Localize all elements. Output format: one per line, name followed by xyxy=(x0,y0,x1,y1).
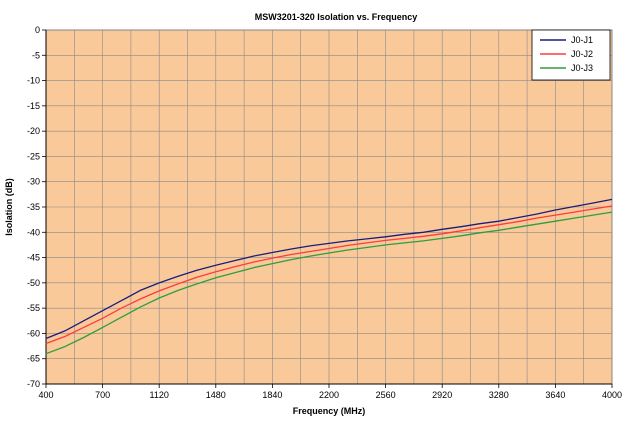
y-tick-label: -35 xyxy=(27,202,40,212)
y-axis-ticks: 0 -5 -10 -15 -20 -25 -30 -35 -40 -45 -50 -55 -60 -65 -… xyxy=(27,25,46,389)
legend-box xyxy=(531,29,611,81)
y-tick-label: -10 xyxy=(27,76,40,86)
y-tick-label: -60 xyxy=(27,328,40,338)
series-lines xyxy=(45,198,613,355)
legend-label: J0-J1 xyxy=(571,35,593,45)
series-line-j0-j2 xyxy=(45,205,613,345)
y-axis-label: Isolation (dB) xyxy=(4,178,14,236)
x-tick-label: 3280 xyxy=(489,390,509,400)
legend: J0-J1 J0-J2 J0-J3 xyxy=(531,29,611,81)
chart-title: MSW3201-320 Isolation vs. Frequency xyxy=(255,12,418,22)
x-tick-label: 1480 xyxy=(206,390,226,400)
legend-items: J0-J1 J0-J2 J0-J3 xyxy=(540,35,593,73)
series-line-j0-j3 xyxy=(45,211,613,355)
x-tick-label: 2200 xyxy=(319,390,339,400)
x-tick-label: 2560 xyxy=(376,390,396,400)
x-tick-label: 2920 xyxy=(432,390,452,400)
y-tick-label: -50 xyxy=(27,278,40,288)
x-axis-ticks: 400 700 1120 1480 1840 2200 2560 2920 3280 3640 40… xyxy=(38,384,622,400)
y-tick-label: -40 xyxy=(27,227,40,237)
x-tick-label: 1840 xyxy=(262,390,282,400)
y-tick-label: 0 xyxy=(35,25,40,35)
y-tick-label: -65 xyxy=(27,354,40,364)
y-tick-label: -45 xyxy=(27,253,40,263)
y-tick-label: -20 xyxy=(27,126,40,136)
y-tick-label: -15 xyxy=(27,101,40,111)
x-tick-label: 3640 xyxy=(545,390,565,400)
y-tick-label: -70 xyxy=(27,379,40,389)
series-line-j0-j1 xyxy=(45,198,613,340)
x-axis-label: Frequency (MHz) xyxy=(293,406,366,416)
y-tick-label: -25 xyxy=(27,151,40,161)
x-tick-label: 4000 xyxy=(602,390,622,400)
x-tick-label: 400 xyxy=(38,390,53,400)
x-tick-label: 1120 xyxy=(150,390,169,400)
y-tick-label: -5 xyxy=(32,50,40,60)
legend-label: J0-J2 xyxy=(571,49,593,59)
grid-lines xyxy=(45,29,613,385)
y-tick-label: -30 xyxy=(27,177,40,187)
y-tick-label: -55 xyxy=(27,303,40,313)
x-tick-label: 700 xyxy=(95,390,110,400)
legend-label: J0-J3 xyxy=(571,63,593,73)
